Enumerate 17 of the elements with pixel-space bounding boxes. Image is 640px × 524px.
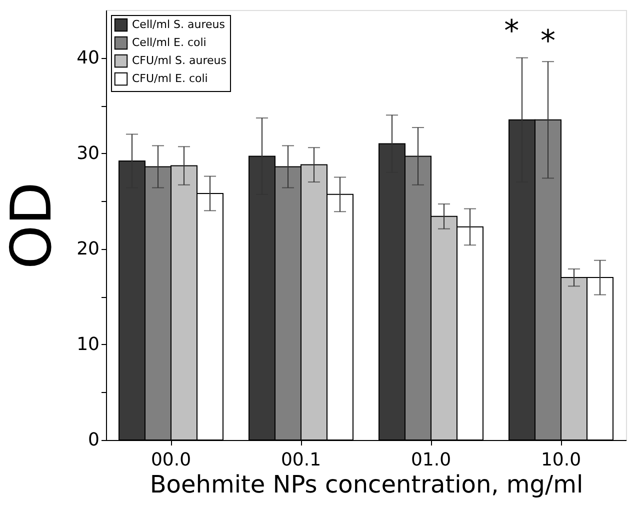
y-axis-title: OD (0, 182, 65, 270)
legend-label: CFU/ml E. coli (132, 72, 208, 85)
y-tick-label: 20 (76, 238, 100, 260)
annotation: * (540, 24, 556, 59)
x-tick-label: 10.0 (540, 450, 582, 470)
y-tick-label: 40 (76, 47, 100, 68)
x-tick-label: 00.0 (150, 450, 192, 470)
x-tick-label: 00.1 (280, 450, 322, 470)
y-tick-label: 0 (88, 430, 100, 450)
annotation: * (504, 14, 520, 49)
legend-label: Cell/ml S. aureus (132, 18, 226, 31)
y-tick-label: 10 (76, 334, 100, 355)
x-axis-title: Boehmite NPs concentration, mg/ml (150, 470, 584, 498)
legend-label: Cell/ml E. coli (132, 36, 206, 49)
y-tick-label: 30 (76, 142, 100, 164)
legend-label: CFU/ml S. aureus (132, 54, 227, 67)
x-tick-label: 01.0 (410, 450, 452, 470)
